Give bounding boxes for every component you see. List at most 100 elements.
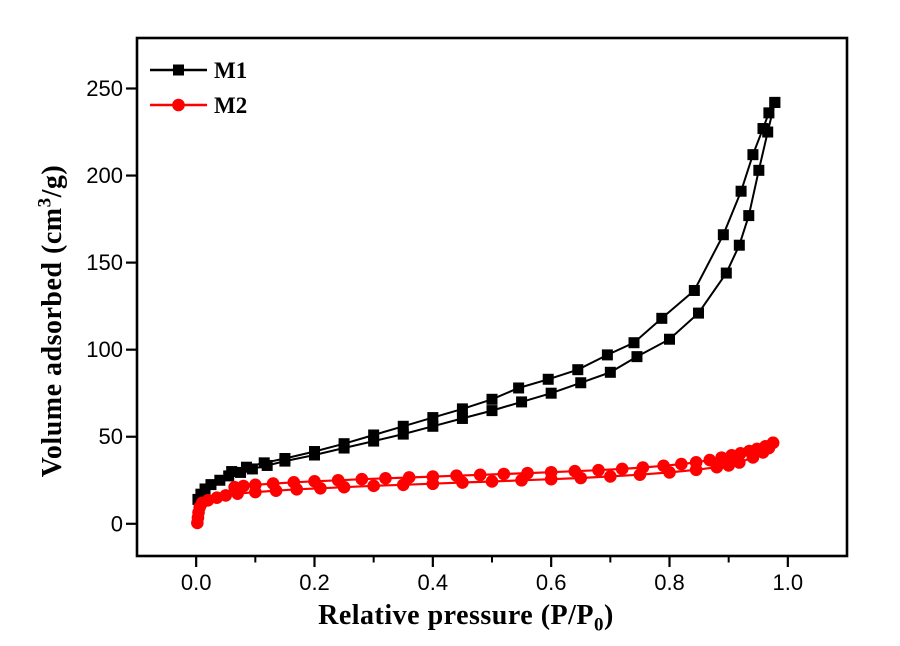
m1-desorption-marker: [628, 337, 640, 349]
m1-desorption-marker: [309, 446, 320, 458]
m2-adsorption-marker: [367, 479, 380, 493]
legend-marker-m1: [173, 64, 184, 76]
legend-marker-m2: [172, 98, 185, 112]
m2-desorption-marker: [715, 451, 728, 464]
m1-adsorption-marker: [214, 474, 226, 486]
m1-desorption-marker: [427, 412, 439, 424]
m2-desorption-marker: [355, 472, 369, 486]
m1-adsorption-marker: [575, 377, 587, 389]
m2-desorption-marker: [331, 473, 345, 487]
y-tick-label: 0: [111, 511, 123, 536]
m1-desorption-marker: [542, 373, 554, 385]
m1-desorption-marker: [763, 107, 775, 119]
m2-desorption-marker: [568, 464, 582, 478]
m2-desorption-marker: [497, 467, 511, 481]
m2-desorption-marker: [675, 457, 688, 471]
m1-desorption-marker: [757, 123, 769, 135]
m2-desorption-marker: [308, 475, 321, 488]
m1-desorption-marker: [240, 461, 252, 473]
y-tick-label: 100: [86, 337, 123, 362]
m1-adsorption-marker: [664, 333, 675, 345]
m2-desorption-marker: [689, 456, 703, 469]
m2-desorption-marker: [287, 476, 301, 489]
m1-desorption-marker: [338, 438, 350, 450]
m1-adsorption-marker: [516, 396, 528, 408]
m2-desorption-marker: [636, 461, 650, 474]
m2-adsorption-marker: [604, 470, 617, 483]
y-tick-label: 50: [99, 424, 123, 449]
m2-desorption-marker: [426, 470, 440, 483]
m1-desorption-marker: [601, 349, 613, 361]
m2-desorption-marker: [592, 463, 605, 477]
m2-desorption-marker: [725, 449, 738, 462]
m1-adsorption-marker: [486, 405, 498, 417]
m1-adsorption-marker: [631, 351, 643, 363]
m1-desorption-marker: [688, 284, 700, 296]
m1-desorption-marker: [397, 420, 409, 432]
x-tick-label: 0.6: [536, 570, 567, 595]
m2-desorption-marker: [379, 472, 392, 485]
x-tick-label: 0.0: [181, 570, 212, 595]
m1-desorption-marker: [735, 185, 747, 197]
x-axis-title-close: ): [604, 600, 614, 631]
m1-desorption-marker: [486, 393, 498, 405]
y-tick-label: 250: [86, 76, 123, 101]
y-tick-label: 150: [86, 250, 123, 275]
m2-desorption-marker: [544, 465, 558, 479]
m2-desorption-marker: [249, 478, 262, 492]
x-tick-label: 0.8: [654, 570, 685, 595]
m1-desorption-marker: [513, 382, 525, 394]
m1-adsorption-curve: [197, 102, 776, 500]
y-tick-label: 200: [86, 163, 123, 188]
m1-adsorption-marker: [604, 366, 616, 378]
m1-desorption-marker: [258, 457, 270, 469]
x-axis-title-subscript: 0: [594, 614, 605, 636]
x-tick-label: 0.4: [418, 570, 449, 595]
m1-adsorption-marker: [205, 479, 217, 491]
x-tick-label: 0.2: [299, 570, 330, 595]
m1-adsorption-marker: [456, 412, 468, 424]
x-axis-title: Relative pressure (P/P0): [137, 600, 795, 635]
m1-desorption-marker: [279, 452, 291, 464]
y-axis-title-text: Volume adsorbed (cm: [37, 207, 68, 478]
m1-adsorption-marker: [368, 435, 380, 447]
m2-desorption-marker: [521, 466, 534, 480]
m1-desorption-marker: [717, 229, 729, 241]
m2-desorption-marker: [228, 480, 241, 494]
m2-desorption-marker: [266, 477, 280, 490]
m2-desorption-marker: [473, 468, 487, 482]
m2-desorption-marker: [615, 462, 629, 476]
m1-desorption-marker: [769, 96, 781, 108]
m2-desorption-marker: [450, 469, 463, 483]
m1-adsorption-marker: [235, 466, 247, 478]
m1-adsorption-marker: [199, 483, 211, 495]
m1-adsorption-marker: [692, 307, 704, 319]
m1-adsorption-marker: [743, 210, 755, 222]
m1-adsorption-marker: [246, 463, 258, 475]
y-axis-title: Volume adsorbed (cm3/g): [34, 60, 77, 582]
m1-desorption-marker: [368, 429, 380, 441]
m1-adsorption-marker: [397, 428, 409, 440]
y-axis-title-unit: /g): [37, 164, 68, 198]
m1-desorption-marker: [656, 312, 668, 324]
m1-adsorption-marker: [545, 387, 557, 399]
m2-desorption-marker: [657, 459, 670, 473]
m1-desorption-marker: [456, 403, 468, 415]
m2-desorption-marker: [402, 471, 416, 484]
legend-label-m2: M2: [214, 93, 247, 118]
m2-adsorption-marker: [485, 475, 499, 488]
m1-desorption-marker: [747, 149, 759, 161]
m1-adsorption-marker: [720, 267, 732, 279]
x-axis-title-text: Relative pressure (P/P: [318, 600, 595, 631]
m1-adsorption-marker: [733, 239, 745, 251]
y-axis-title-superscript: 3: [34, 197, 56, 208]
m2-adsorption-marker: [219, 489, 233, 502]
m1-desorption-marker: [226, 466, 238, 478]
m1-adsorption-marker: [753, 164, 765, 176]
m2-desorption-marker: [703, 453, 717, 467]
m1-desorption-marker: [572, 364, 584, 376]
legend-label-m1: M1: [214, 58, 247, 83]
x-tick-label: 1.0: [773, 570, 804, 595]
